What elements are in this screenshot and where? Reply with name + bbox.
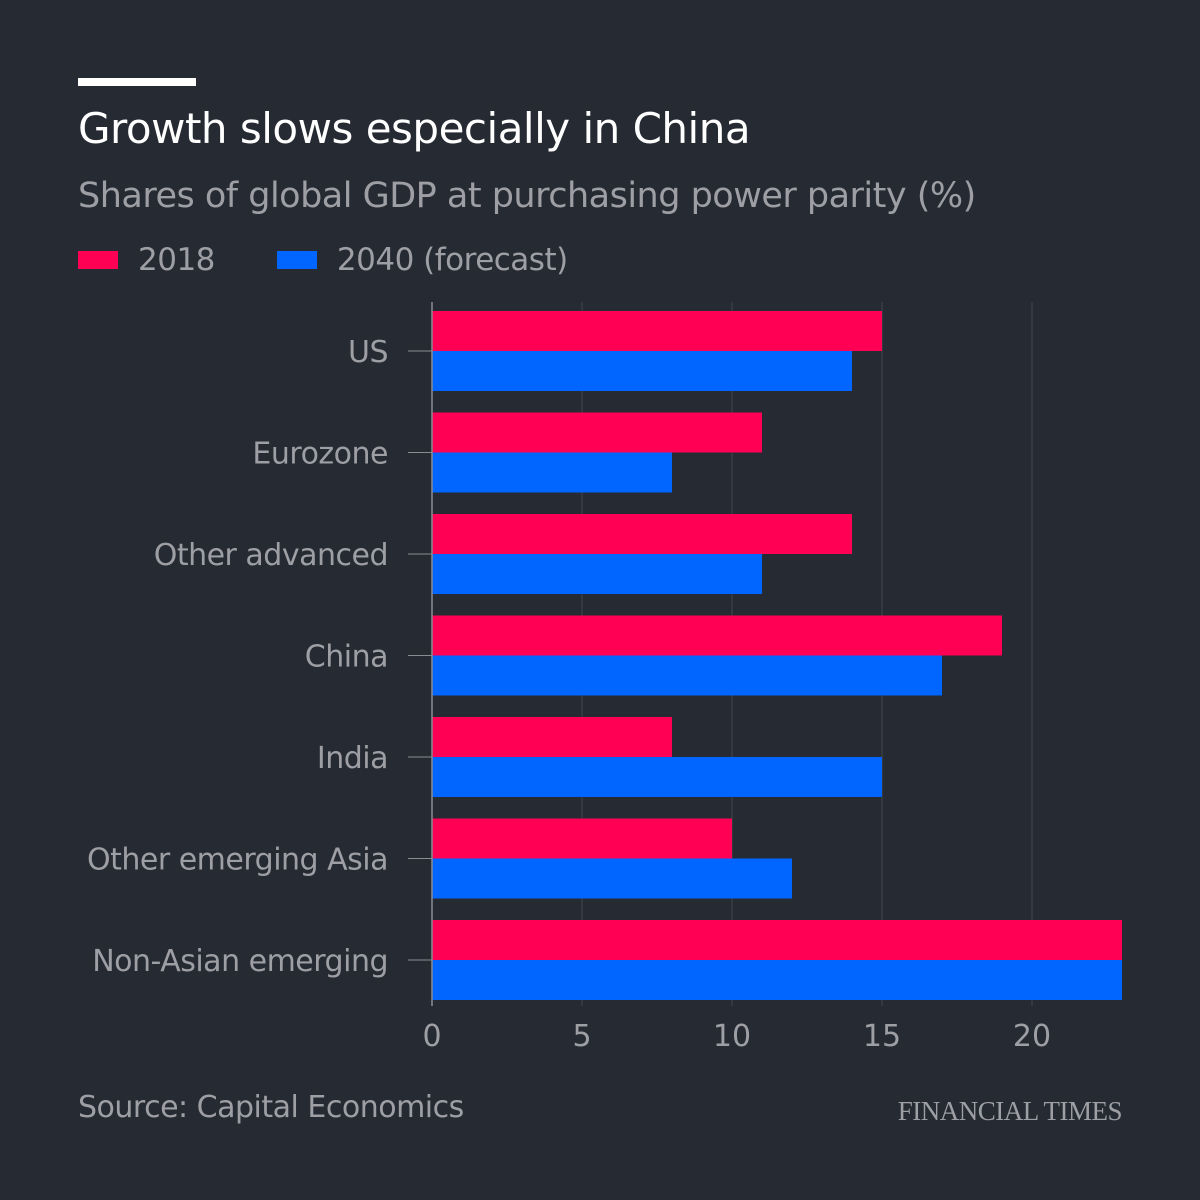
bar-other-advanced-2040 xyxy=(432,554,762,594)
y-tick-label: Other advanced xyxy=(154,538,388,573)
chart-title: Growth slows especially in China xyxy=(78,104,751,153)
x-tick-label: 5 xyxy=(572,1019,591,1054)
brand-logo: FINANCIAL TIMES xyxy=(897,1096,1123,1126)
title-accent-bar xyxy=(78,78,196,86)
x-tick-label: 0 xyxy=(422,1019,441,1054)
bar-china-2018 xyxy=(432,615,1002,656)
bar-non-asian-emerging-2018 xyxy=(432,920,1122,960)
chart-subtitle: Shares of global GDP at purchasing power… xyxy=(78,176,976,216)
y-tick-label: India xyxy=(317,741,388,776)
legend-swatch-2018 xyxy=(78,251,118,269)
bar-china-2040 xyxy=(432,655,942,696)
bar-us-2040 xyxy=(432,351,852,391)
bar-eurozone-2018 xyxy=(432,412,762,453)
bar-india-2040 xyxy=(432,757,882,797)
bar-other-advanced-2018 xyxy=(432,514,852,554)
legend-swatch-2040 xyxy=(276,251,317,269)
x-tick-label: 20 xyxy=(1013,1019,1051,1054)
legend-item-2040: 2040 (forecast) xyxy=(276,242,568,278)
y-tick-label: China xyxy=(305,640,388,675)
y-tick-label: Non-Asian emerging xyxy=(92,944,388,979)
bar-other-emerging-asia-2040 xyxy=(432,858,792,899)
y-tick-label: Eurozone xyxy=(252,437,388,472)
x-tick-label: 15 xyxy=(863,1019,901,1054)
y-tick-label: Other emerging Asia xyxy=(87,843,388,878)
legend-item-2018: 2018 xyxy=(78,242,215,278)
bar-other-emerging-asia-2018 xyxy=(432,818,732,859)
bar-non-asian-emerging-2040 xyxy=(432,960,1122,1000)
bar-india-2018 xyxy=(432,717,672,757)
bar-us-2018 xyxy=(432,311,882,351)
y-tick-label: US xyxy=(348,335,388,370)
source-note: Source: Capital Economics xyxy=(78,1090,464,1125)
x-tick-label: 10 xyxy=(713,1019,751,1054)
legend-label-2040: 2040 (forecast) xyxy=(336,242,568,278)
legend-label-2018: 2018 xyxy=(138,242,215,278)
legend: 2018 2040 (forecast) xyxy=(78,240,630,280)
bar-eurozone-2040 xyxy=(432,452,672,493)
